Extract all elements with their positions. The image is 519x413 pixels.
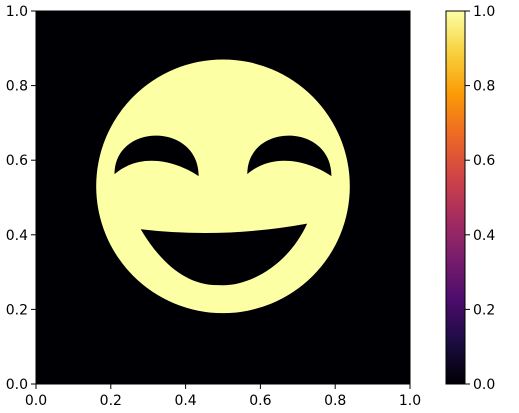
right-eye <box>247 135 332 177</box>
colorbar-tick-label: 0.4 <box>473 228 495 244</box>
x-tick-label: 0.0 <box>25 393 47 409</box>
colorbar-tick-label: 0.0 <box>473 377 495 393</box>
left-eye <box>114 135 199 177</box>
y-axis: 0.0 0.2 0.4 0.6 0.8 1.0 <box>6 4 36 393</box>
y-tick-label: 0.0 <box>6 377 28 393</box>
colorbar-gradient <box>445 10 466 385</box>
colorbar-axis: 0.0 0.2 0.4 0.6 0.8 1.0 <box>465 4 495 393</box>
colorbar: 0.0 0.2 0.4 0.6 0.8 1.0 <box>445 4 495 393</box>
mouth <box>140 223 308 286</box>
y-tick-label: 0.2 <box>6 302 28 318</box>
plot-area <box>35 10 411 385</box>
colorbar-tick-label: 0.8 <box>473 79 495 95</box>
x-tick-label: 0.8 <box>324 393 346 409</box>
x-tick-label: 0.4 <box>174 393 196 409</box>
y-tick-label: 1.0 <box>6 4 28 20</box>
x-axis: 0.0 0.2 0.4 0.6 0.8 1.0 <box>25 384 421 409</box>
y-tick-label: 0.4 <box>6 228 28 244</box>
plot-frame <box>35 10 411 385</box>
colorbar-tick-label: 1.0 <box>473 4 495 20</box>
y-tick-label: 0.6 <box>6 153 28 169</box>
colorbar-tick-label: 0.6 <box>473 153 495 169</box>
x-tick-label: 0.6 <box>249 393 271 409</box>
x-tick-label: 0.2 <box>100 393 122 409</box>
y-tick-label: 0.8 <box>6 79 28 95</box>
colorbar-tick-label: 0.2 <box>473 302 495 318</box>
heatmap-image <box>96 59 350 314</box>
x-tick-label: 1.0 <box>399 393 421 409</box>
